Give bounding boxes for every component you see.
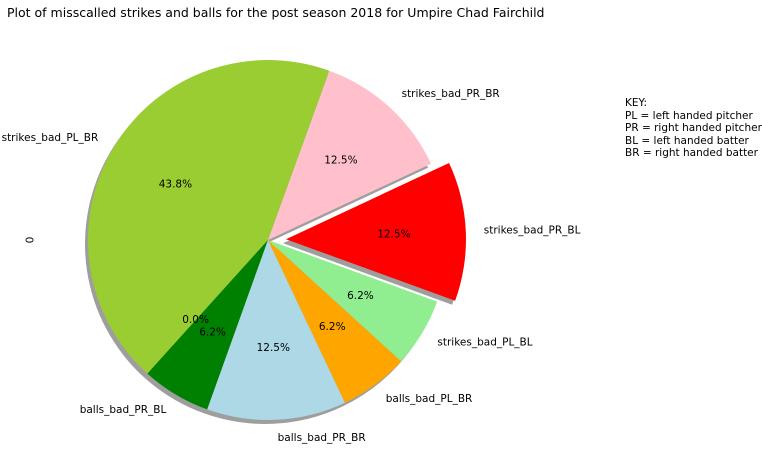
y-axis-label: 0 — [24, 236, 37, 244]
pie-category-label: strikes_bad_PL_BR — [2, 132, 99, 144]
pie-pct-label: 43.8% — [159, 178, 192, 190]
key-heading: KEY: — [625, 97, 648, 109]
pie-slice-strikes-bad-pl-br — [87, 60, 330, 374]
pie-pct-label: 6.2% — [199, 327, 226, 339]
key-line: BR = right handed batter — [625, 147, 758, 159]
key-line: BL = left handed batter — [625, 134, 749, 147]
pie-category-label: strikes_bad_PR_BR — [402, 88, 500, 100]
pie-pct-label: 0.0% — [182, 314, 209, 326]
pie-slice-strikes-bad-pr-bl — [285, 163, 466, 301]
pie-slice-balls-bad-pl-br — [268, 240, 402, 403]
key-box: KEY: PL = left handed pitcher PR = right… — [625, 97, 762, 160]
pie-slice-strikes-bad-pr-br — [268, 70, 432, 241]
pie-category-label: strikes_bad_PL_BL — [437, 336, 532, 348]
chart-title: Plot of misscalled strikes and balls for… — [7, 5, 545, 20]
pie-category-label: balls_bad_PL_BR — [386, 393, 473, 405]
pie-labels: 12.5% strikes_bad_PR_BL 12.5% strikes_bad_P… — [2, 88, 581, 444]
pie-pct-label: 12.5% — [257, 342, 290, 354]
pie-slice-balls-bad-pr-br — [207, 240, 345, 420]
pie-slice-strikes-bad-pl-bl — [268, 240, 438, 362]
pie-pct-label: 6.2% — [319, 321, 346, 333]
key-line: PL = left handed pitcher — [625, 109, 753, 122]
pie-category-label: strikes_bad_PR_BL — [484, 224, 581, 236]
pie-pct-label: 6.2% — [347, 290, 374, 302]
key-line: PR = right handed pitcher — [625, 122, 762, 134]
pie-category-label: balls_bad_PR_BR — [278, 432, 366, 444]
pie-category-label: balls_bad_PR_BL — [80, 404, 167, 416]
pie-pct-label: 12.5% — [324, 154, 357, 166]
pie-slices — [87, 60, 466, 420]
pie-pct-label: 12.5% — [377, 228, 410, 240]
pie-slice-balls-bad-pr-bl — [147, 240, 268, 410]
